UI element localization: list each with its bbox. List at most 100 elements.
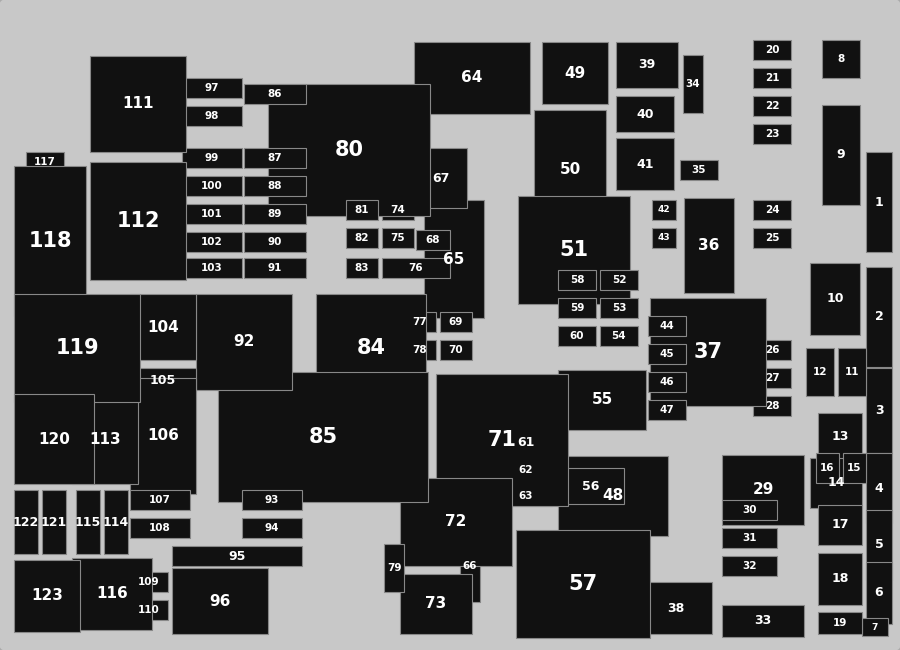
Text: 85: 85: [309, 427, 338, 447]
Bar: [810, 458, 862, 508]
Bar: [182, 258, 242, 278]
Bar: [130, 378, 196, 494]
Text: 110: 110: [138, 605, 160, 615]
Bar: [866, 368, 892, 453]
Bar: [753, 96, 791, 116]
Bar: [500, 414, 552, 472]
Text: 102: 102: [201, 237, 223, 247]
Text: 112: 112: [116, 211, 160, 231]
Text: 109: 109: [139, 577, 160, 587]
Bar: [753, 200, 791, 220]
Text: 62: 62: [518, 465, 533, 475]
Text: 21: 21: [765, 73, 779, 83]
Bar: [400, 574, 472, 634]
Text: 26: 26: [765, 345, 779, 355]
Text: 92: 92: [233, 335, 255, 350]
Bar: [810, 263, 860, 335]
Text: 75: 75: [391, 233, 405, 243]
Bar: [172, 568, 268, 634]
Text: 23: 23: [765, 129, 779, 139]
Text: 117: 117: [34, 157, 56, 167]
Bar: [14, 560, 80, 632]
Text: 77: 77: [412, 317, 427, 327]
Bar: [558, 456, 668, 536]
Text: 93: 93: [265, 495, 279, 505]
Text: 8: 8: [837, 54, 844, 64]
Bar: [640, 582, 712, 634]
Bar: [382, 258, 450, 278]
Bar: [516, 530, 650, 638]
Bar: [816, 453, 839, 483]
Text: 50: 50: [560, 161, 580, 177]
Text: 17: 17: [832, 519, 849, 532]
Text: 107: 107: [149, 495, 171, 505]
Text: 58: 58: [570, 275, 584, 285]
Text: 57: 57: [569, 574, 598, 594]
Bar: [822, 40, 860, 78]
Bar: [753, 396, 791, 416]
Bar: [684, 198, 734, 293]
Bar: [838, 348, 866, 396]
Text: 18: 18: [832, 573, 849, 586]
Bar: [182, 106, 242, 126]
Text: 27: 27: [765, 373, 779, 383]
Bar: [722, 500, 777, 520]
Bar: [14, 394, 94, 484]
Text: 99: 99: [205, 153, 219, 163]
Bar: [600, 326, 638, 346]
Bar: [822, 105, 860, 205]
Bar: [818, 612, 862, 634]
Bar: [416, 230, 450, 250]
Bar: [500, 486, 552, 506]
Text: 122: 122: [13, 515, 39, 528]
Bar: [90, 56, 186, 152]
Text: 65: 65: [444, 252, 464, 266]
Text: 10: 10: [826, 292, 844, 306]
Text: 33: 33: [754, 614, 771, 627]
Text: 67: 67: [432, 172, 450, 185]
Bar: [648, 372, 686, 392]
Text: 82: 82: [355, 233, 369, 243]
Text: 115: 115: [75, 515, 101, 528]
Bar: [14, 166, 86, 316]
Text: 95: 95: [229, 549, 246, 562]
Text: 72: 72: [446, 515, 467, 530]
Bar: [90, 162, 186, 280]
Text: 114: 114: [103, 515, 129, 528]
Bar: [218, 372, 428, 502]
Text: 106: 106: [147, 428, 179, 443]
Bar: [648, 344, 686, 364]
Bar: [130, 600, 168, 620]
Bar: [182, 204, 242, 224]
Text: 123: 123: [32, 588, 63, 603]
Bar: [172, 546, 302, 566]
Text: 111: 111: [122, 96, 154, 112]
Text: 46: 46: [660, 377, 674, 387]
Bar: [244, 232, 306, 252]
Bar: [436, 374, 568, 506]
Text: 66: 66: [463, 561, 477, 571]
Bar: [26, 152, 64, 172]
Bar: [130, 368, 196, 392]
Text: 87: 87: [267, 153, 283, 163]
Bar: [316, 294, 426, 402]
Bar: [130, 518, 190, 538]
Bar: [244, 258, 306, 278]
Text: 97: 97: [205, 83, 220, 93]
Text: 22: 22: [765, 101, 779, 111]
Bar: [753, 368, 791, 388]
Bar: [196, 294, 292, 390]
Text: 11: 11: [845, 367, 859, 377]
Text: 98: 98: [205, 111, 220, 121]
Text: 12: 12: [813, 367, 827, 377]
Text: 19: 19: [832, 618, 847, 628]
Bar: [753, 124, 791, 144]
Bar: [130, 490, 190, 510]
Text: 64: 64: [462, 70, 482, 86]
Text: 88: 88: [268, 181, 283, 191]
Text: 41: 41: [636, 157, 653, 170]
Text: 70: 70: [449, 345, 464, 355]
Bar: [616, 138, 674, 190]
Bar: [680, 160, 718, 180]
Text: 44: 44: [660, 321, 674, 331]
